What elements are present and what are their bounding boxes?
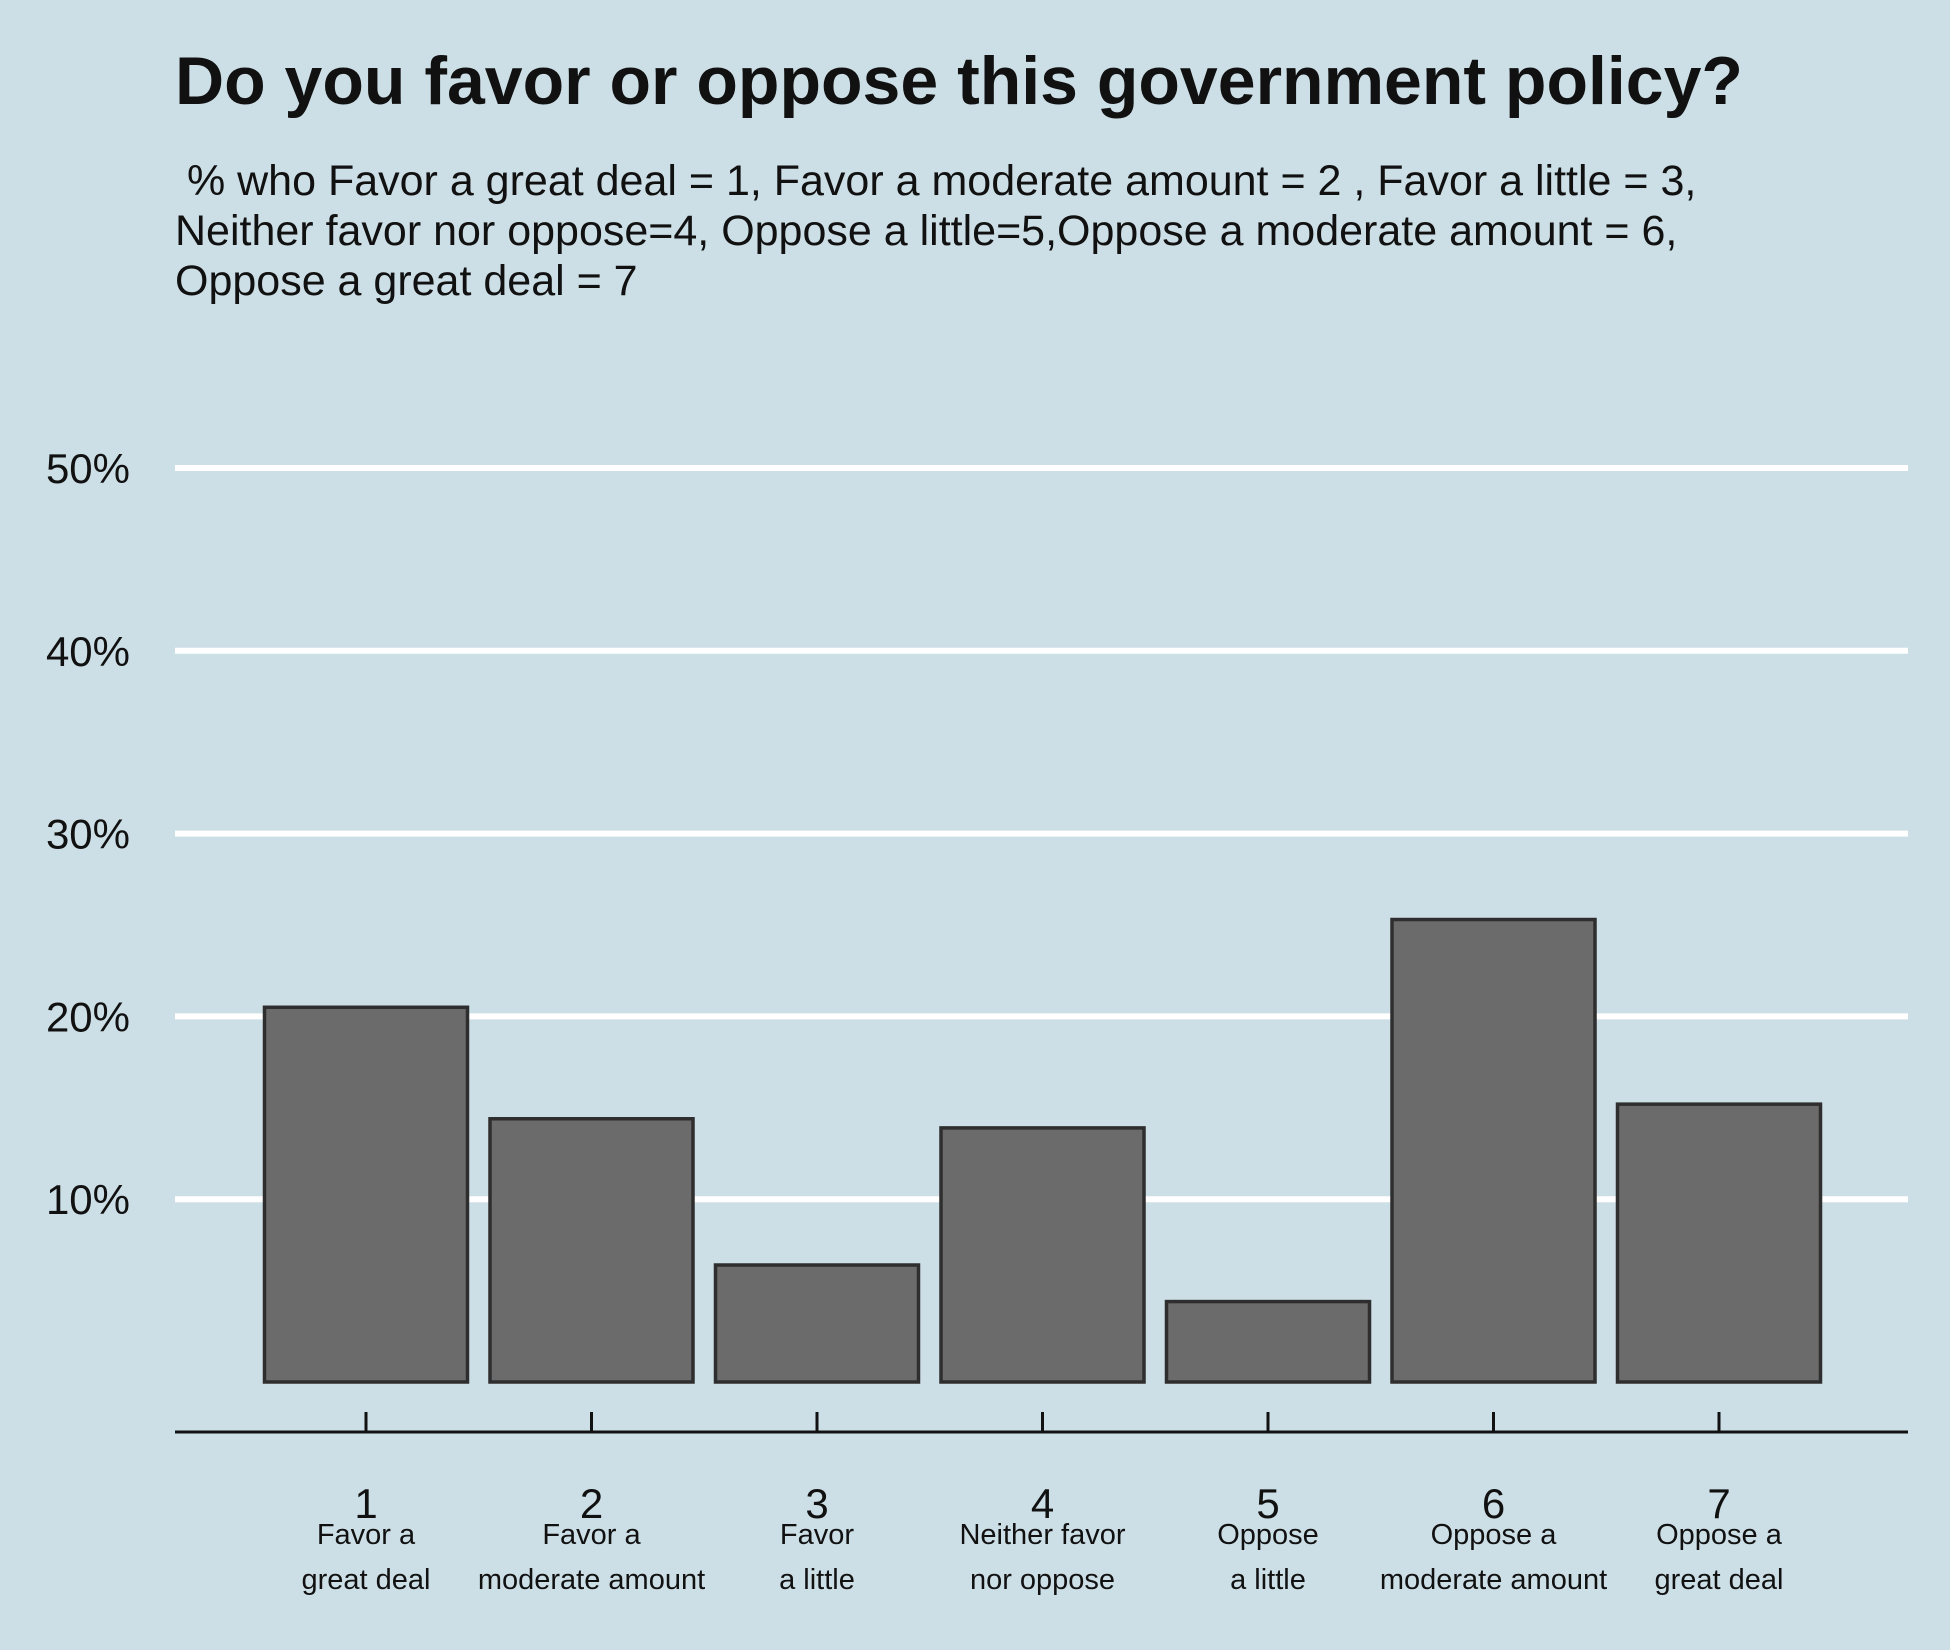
x-category-description: Favor a	[542, 1519, 641, 1551]
x-category-description: a little	[779, 1564, 855, 1596]
bar	[713, 1263, 921, 1384]
x-tick-label: 6	[1482, 1480, 1505, 1527]
x-category-description: moderate amount	[1380, 1564, 1607, 1596]
x-tick-label: 4	[1031, 1480, 1054, 1527]
y-tick-label: 20%	[46, 993, 130, 1040]
x-axis-ticks	[364, 1412, 1721, 1432]
y-tick-label: 50%	[46, 445, 130, 492]
x-category-description: Favor a	[317, 1519, 416, 1551]
bars	[262, 917, 1823, 1384]
bar	[1164, 1299, 1372, 1384]
x-tick-label: 7	[1707, 1480, 1730, 1527]
x-category-description: nor oppose	[970, 1564, 1115, 1596]
y-tick-label: 30%	[46, 811, 130, 858]
chart-title: Do you favor or oppose this government p…	[175, 43, 1743, 119]
x-category-description: moderate amount	[478, 1564, 705, 1596]
y-axis-tick-labels: 10% 20% 30% 40% 50%	[46, 445, 130, 1223]
x-category-description: great deal	[302, 1564, 431, 1596]
bar	[939, 1126, 1146, 1384]
x-tick-label: 3	[805, 1480, 828, 1527]
x-category-description: Oppose	[1217, 1519, 1319, 1551]
y-tick-label: 10%	[46, 1176, 130, 1223]
y-tick-label: 40%	[46, 628, 130, 675]
chart-subtitle: % who Favor a great deal = 1, Favor a mo…	[175, 157, 1697, 305]
bar	[1615, 1102, 1823, 1384]
bar	[1390, 917, 1597, 1384]
x-category-description: Neither favor	[959, 1519, 1125, 1551]
x-tick-label: 5	[1256, 1480, 1279, 1527]
x-category-description: Oppose a	[1431, 1519, 1558, 1551]
x-category-description: great deal	[1655, 1564, 1784, 1596]
x-tick-label: 1	[354, 1480, 377, 1527]
x-tick-label: 2	[580, 1480, 603, 1527]
x-category-description: Oppose a	[1656, 1519, 1783, 1551]
bar	[262, 1005, 470, 1384]
x-category-description: a little	[1230, 1564, 1306, 1596]
x-category-description: Favor	[780, 1519, 854, 1551]
bar	[488, 1117, 695, 1384]
